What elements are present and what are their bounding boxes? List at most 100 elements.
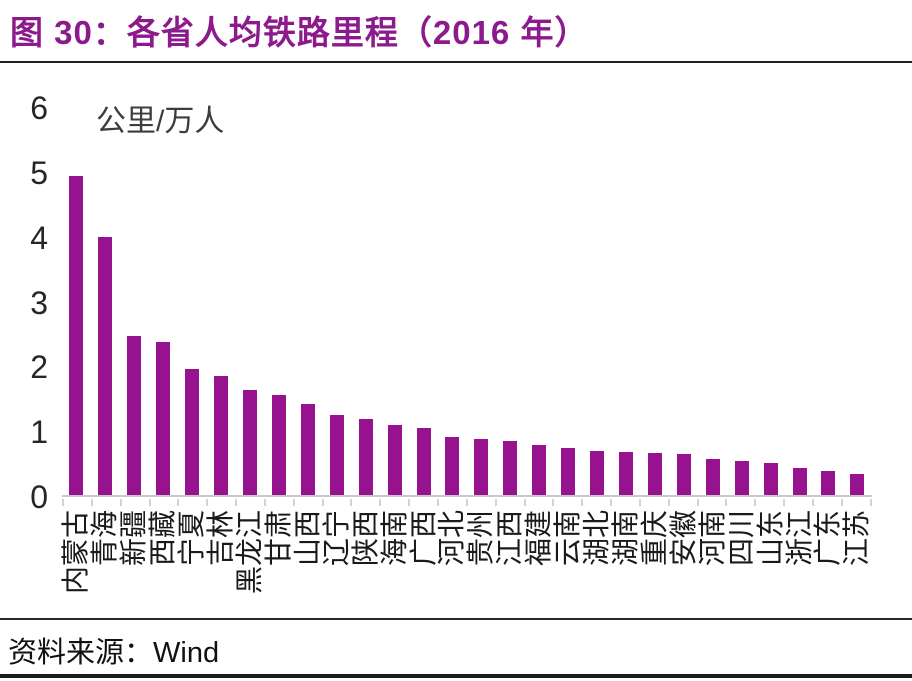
axis-tick-mark bbox=[783, 499, 786, 506]
source-label: 资料来源： bbox=[8, 637, 154, 669]
x-axis-label-湖南: 湖南 bbox=[609, 510, 641, 567]
x-label-cell: 云南 bbox=[552, 506, 584, 628]
bar-slot bbox=[814, 108, 843, 495]
bar-甘肃 bbox=[271, 394, 286, 495]
bar-slot bbox=[322, 108, 351, 495]
bar-青海 bbox=[98, 236, 113, 495]
x-label-cell: 贵州 bbox=[465, 506, 497, 628]
bar-slot bbox=[583, 108, 612, 495]
y-axis-unit-label: 公里/万人 bbox=[96, 105, 225, 138]
y-axis-tick-label: 6 bbox=[30, 90, 48, 127]
x-axis-label-河北: 河北 bbox=[436, 510, 468, 567]
x-label-cell: 陕西 bbox=[349, 506, 381, 628]
x-axis-label-贵州: 贵州 bbox=[465, 510, 497, 567]
x-axis-label-重庆: 重庆 bbox=[638, 510, 670, 567]
x-label-cell: 广东 bbox=[812, 506, 843, 628]
x-label-cell: 江西 bbox=[494, 506, 525, 628]
bar-slot bbox=[554, 108, 583, 495]
axis-tick-mark bbox=[494, 499, 497, 506]
axis-tick-mark bbox=[292, 499, 295, 506]
bar-山东 bbox=[763, 462, 778, 495]
bar-黑龙江 bbox=[242, 389, 257, 495]
bar-slot bbox=[525, 108, 554, 495]
y-axis-tick-label: 4 bbox=[30, 219, 48, 256]
x-axis-tick-marks bbox=[62, 499, 872, 506]
x-axis-label-陕西: 陕西 bbox=[349, 510, 381, 567]
figure-title: 图 30：各省人均铁路里程（2016 年） bbox=[10, 14, 589, 51]
bar-slot bbox=[207, 108, 236, 495]
y-axis-tick-label: 3 bbox=[30, 284, 48, 321]
axis-tick-mark bbox=[90, 499, 93, 506]
x-axis-label-甘肃: 甘肃 bbox=[262, 510, 294, 567]
bar-西藏 bbox=[156, 342, 171, 495]
x-axis-label-新疆: 新疆 bbox=[118, 510, 150, 567]
bar-山西 bbox=[300, 404, 315, 495]
bar-slot bbox=[438, 108, 467, 495]
bar-吉林 bbox=[214, 375, 229, 495]
bar-江苏 bbox=[850, 473, 865, 495]
source-row: 资料来源：Wind bbox=[8, 629, 219, 671]
axis-tick-mark bbox=[119, 499, 122, 506]
bar-广东 bbox=[821, 471, 836, 495]
x-axis-label-福建: 福建 bbox=[523, 510, 555, 567]
bar-slot bbox=[264, 108, 293, 495]
y-axis-tick-label: 5 bbox=[30, 154, 48, 191]
y-axis-tick-label: 2 bbox=[30, 349, 48, 386]
bar-plot-area bbox=[62, 108, 872, 497]
axis-tick-mark bbox=[379, 499, 382, 506]
x-axis-label-广西: 广西 bbox=[407, 510, 439, 567]
x-label-cell: 新疆 bbox=[118, 506, 150, 628]
bar-河北 bbox=[445, 437, 460, 495]
x-label-cell: 河北 bbox=[436, 506, 468, 628]
axis-tick-mark bbox=[62, 499, 64, 506]
x-axis-label-黑龙江: 黑龙江 bbox=[233, 510, 265, 595]
axis-tick-mark bbox=[206, 499, 209, 506]
bar-宁夏 bbox=[185, 369, 200, 495]
axis-tick-mark bbox=[667, 499, 670, 506]
bar-福建 bbox=[532, 445, 547, 495]
x-axis-label-吉林: 吉林 bbox=[205, 510, 237, 567]
x-label-cell: 湖北 bbox=[581, 506, 612, 628]
axis-tick-mark bbox=[754, 499, 757, 506]
bar-slot bbox=[640, 108, 669, 495]
x-label-cell: 西藏 bbox=[147, 506, 178, 628]
axis-tick-mark bbox=[177, 499, 180, 506]
x-label-cell: 宁夏 bbox=[176, 506, 207, 628]
x-axis-label-安徽: 安徽 bbox=[667, 510, 699, 567]
x-axis-label-山西: 山西 bbox=[291, 510, 323, 567]
bar-slot bbox=[293, 108, 322, 495]
bar-辽宁 bbox=[329, 415, 344, 495]
x-label-cell: 重庆 bbox=[638, 506, 670, 628]
bar-slot bbox=[612, 108, 641, 495]
bar-slot bbox=[409, 108, 438, 495]
x-label-cell: 辽宁 bbox=[320, 506, 352, 628]
x-label-cell: 福建 bbox=[523, 506, 555, 628]
bar-湖北 bbox=[590, 450, 605, 495]
bar-安徽 bbox=[676, 453, 691, 495]
x-label-cell: 浙江 bbox=[784, 506, 815, 628]
x-label-cell: 河南 bbox=[696, 506, 728, 628]
x-label-cell: 青海 bbox=[89, 506, 120, 628]
x-axis-label-辽宁: 辽宁 bbox=[320, 510, 352, 567]
axis-tick-mark bbox=[148, 499, 151, 506]
bar-slot bbox=[669, 108, 698, 495]
bar-slot bbox=[178, 108, 207, 495]
bar-slot bbox=[351, 108, 380, 495]
bar-四川 bbox=[734, 460, 749, 495]
x-label-cell: 江苏 bbox=[841, 506, 872, 628]
x-axis-label-云南: 云南 bbox=[552, 510, 584, 567]
bar-陕西 bbox=[358, 419, 373, 495]
bar-slot bbox=[120, 108, 149, 495]
bar-贵州 bbox=[474, 439, 489, 495]
axis-tick-mark bbox=[869, 499, 872, 506]
axis-tick-mark bbox=[581, 499, 584, 506]
x-axis-label-海南: 海南 bbox=[378, 510, 410, 567]
x-axis-label-内蒙古: 内蒙古 bbox=[60, 510, 92, 595]
x-axis-label-河南: 河南 bbox=[696, 510, 728, 567]
bar-海南 bbox=[387, 424, 402, 495]
axis-tick-mark bbox=[811, 499, 814, 506]
y-axis-tick-label: 1 bbox=[30, 414, 48, 451]
bar-云南 bbox=[561, 447, 576, 495]
axis-tick-mark bbox=[263, 499, 266, 506]
